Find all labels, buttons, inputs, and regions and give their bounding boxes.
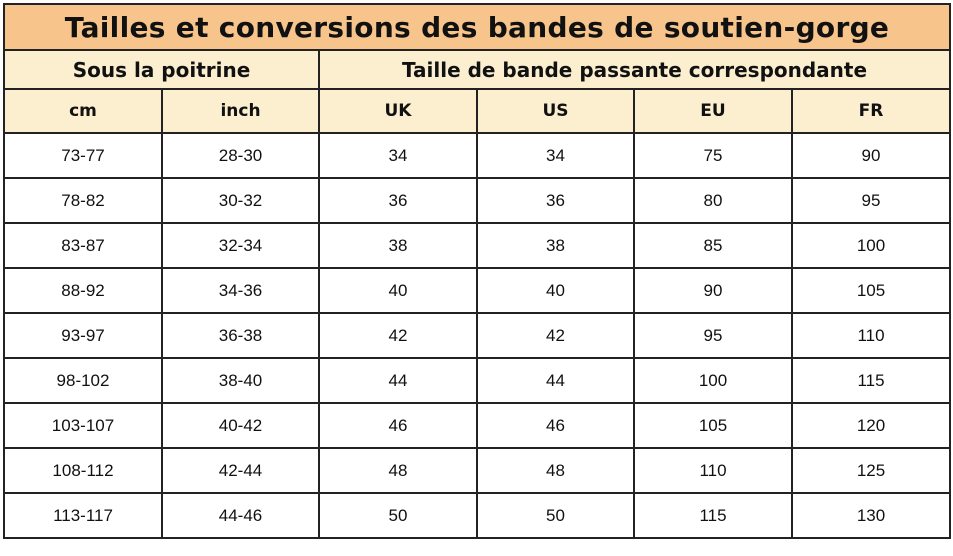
cell-fr: 125 <box>791 447 951 494</box>
cell-cm: 88-92 <box>3 267 163 314</box>
table-row: 78-82 30-32 36 36 80 95 <box>3 177 951 224</box>
cell-fr: 130 <box>791 492 951 539</box>
group-header-underbust: Sous la poitrine <box>3 49 320 90</box>
cell-fr: 115 <box>791 357 951 404</box>
cell-cm: 113-117 <box>3 492 163 539</box>
cell-inch: 44-46 <box>161 492 320 539</box>
column-header-uk: UK <box>318 88 478 134</box>
cell-eu: 105 <box>633 402 793 449</box>
cell-fr: 105 <box>791 267 951 314</box>
table-row: 83-87 32-34 38 38 85 100 <box>3 222 951 269</box>
cell-inch: 42-44 <box>161 447 320 494</box>
cell-us: 48 <box>476 447 635 494</box>
cell-us: 38 <box>476 222 635 269</box>
column-header-cm: cm <box>3 88 163 134</box>
column-header-eu: EU <box>633 88 793 134</box>
cell-cm: 78-82 <box>3 177 163 224</box>
bra-band-size-table: Tailles et conversions des bandes de sou… <box>3 3 951 539</box>
cell-inch: 38-40 <box>161 357 320 404</box>
column-header-us: US <box>476 88 635 134</box>
cell-us: 46 <box>476 402 635 449</box>
cell-eu: 75 <box>633 132 793 179</box>
cell-eu: 115 <box>633 492 793 539</box>
cell-uk: 46 <box>318 402 478 449</box>
cell-inch: 30-32 <box>161 177 320 224</box>
column-header-fr: FR <box>791 88 951 134</box>
cell-inch: 40-42 <box>161 402 320 449</box>
cell-us: 40 <box>476 267 635 314</box>
column-header-row: cm inch UK US EU FR <box>3 88 951 134</box>
cell-eu: 110 <box>633 447 793 494</box>
cell-cm: 103-107 <box>3 402 163 449</box>
table-row: 98-102 38-40 44 44 100 115 <box>3 357 951 404</box>
cell-us: 42 <box>476 312 635 359</box>
cell-uk: 48 <box>318 447 478 494</box>
cell-fr: 95 <box>791 177 951 224</box>
cell-uk: 40 <box>318 267 478 314</box>
cell-uk: 36 <box>318 177 478 224</box>
cell-cm: 108-112 <box>3 447 163 494</box>
cell-uk: 50 <box>318 492 478 539</box>
cell-eu: 85 <box>633 222 793 269</box>
column-header-inch: inch <box>161 88 320 134</box>
cell-inch: 36-38 <box>161 312 320 359</box>
group-header-band-size: Taille de bande passante correspondante <box>318 49 951 90</box>
table-row: 93-97 36-38 42 42 95 110 <box>3 312 951 359</box>
table-row: 88-92 34-36 40 40 90 105 <box>3 267 951 314</box>
cell-fr: 120 <box>791 402 951 449</box>
cell-uk: 38 <box>318 222 478 269</box>
cell-inch: 28-30 <box>161 132 320 179</box>
cell-uk: 42 <box>318 312 478 359</box>
cell-inch: 34-36 <box>161 267 320 314</box>
cell-us: 36 <box>476 177 635 224</box>
cell-inch: 32-34 <box>161 222 320 269</box>
cell-eu: 80 <box>633 177 793 224</box>
cell-fr: 90 <box>791 132 951 179</box>
cell-eu: 95 <box>633 312 793 359</box>
table-row: 103-107 40-42 46 46 105 120 <box>3 402 951 449</box>
cell-cm: 83-87 <box>3 222 163 269</box>
cell-uk: 34 <box>318 132 478 179</box>
cell-cm: 98-102 <box>3 357 163 404</box>
table-row: 108-112 42-44 48 48 110 125 <box>3 447 951 494</box>
group-header-row: Sous la poitrine Taille de bande passant… <box>3 49 951 90</box>
cell-eu: 90 <box>633 267 793 314</box>
cell-us: 44 <box>476 357 635 404</box>
cell-uk: 44 <box>318 357 478 404</box>
cell-eu: 100 <box>633 357 793 404</box>
cell-cm: 73-77 <box>3 132 163 179</box>
title-row: Tailles et conversions des bandes de sou… <box>3 3 951 51</box>
table-title: Tailles et conversions des bandes de sou… <box>3 3 951 51</box>
cell-us: 50 <box>476 492 635 539</box>
cell-us: 34 <box>476 132 635 179</box>
cell-cm: 93-97 <box>3 312 163 359</box>
cell-fr: 100 <box>791 222 951 269</box>
table-row: 73-77 28-30 34 34 75 90 <box>3 132 951 179</box>
table-row: 113-117 44-46 50 50 115 130 <box>3 492 951 539</box>
cell-fr: 110 <box>791 312 951 359</box>
